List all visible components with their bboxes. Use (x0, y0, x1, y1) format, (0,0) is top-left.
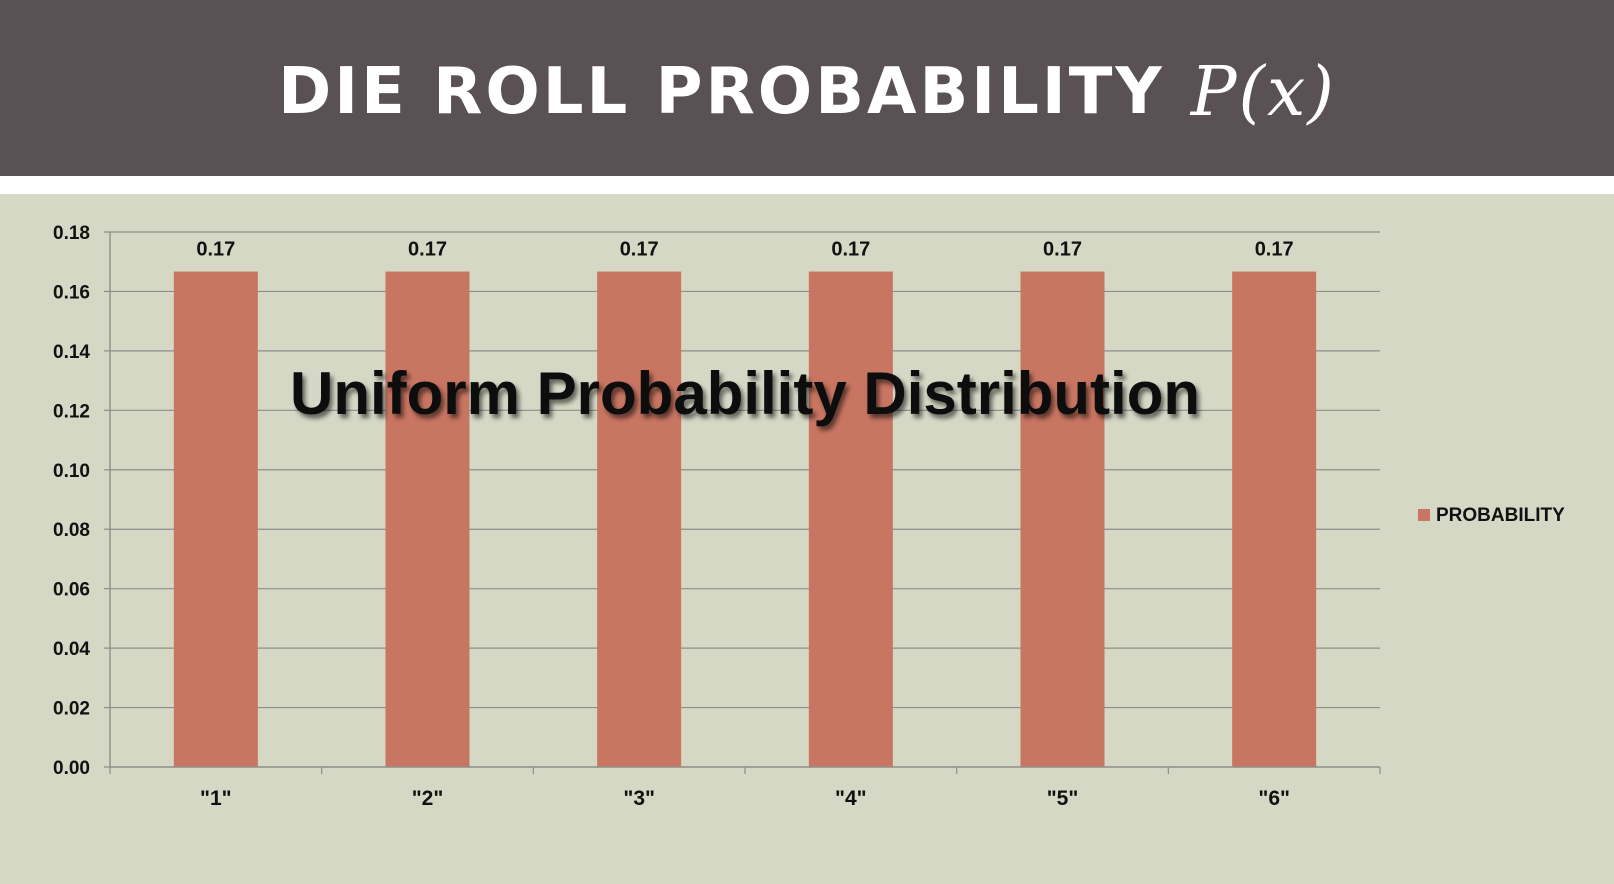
y-tick-label: 0.18 (53, 223, 90, 244)
bar-chart: 0.00 0.02 0.04 0.06 0.08 0.10 0.12 0.14 0.16 0.18… (53, 223, 1565, 810)
gridlines (110, 231, 1380, 709)
slide-title: DIE ROLL PROBABILITY P(x) (278, 53, 1336, 132)
y-tick-label: 0.16 (53, 282, 90, 303)
x-category-label: "6" (1258, 787, 1290, 810)
data-label: 0.17 (620, 239, 659, 261)
legend-label: PROBABILITY (1436, 505, 1565, 526)
legend: PROBABILITY (1418, 505, 1565, 526)
x-category-label: "1" (200, 787, 232, 810)
bar (808, 271, 893, 767)
bars (173, 271, 1317, 767)
bar (1232, 271, 1317, 767)
data-label: 0.17 (408, 239, 447, 261)
y-tick-label: 0.10 (53, 461, 90, 482)
axes (104, 231, 1381, 774)
bar (385, 271, 470, 767)
y-tick-label: 0.02 (53, 699, 90, 720)
x-category-label: "2" (412, 787, 444, 810)
bar (1020, 271, 1105, 767)
chart-annotation: Uniform Probability Distribution (290, 360, 1200, 427)
legend-swatch (1418, 509, 1430, 521)
bar (173, 271, 258, 767)
y-tick-label: 0.14 (53, 342, 90, 363)
y-tick-label: 0.00 (53, 758, 90, 779)
slide-title-text: DIE ROLL PROBABILITY (278, 55, 1165, 129)
x-category-label: "5" (1047, 787, 1079, 810)
data-label: 0.17 (196, 239, 235, 261)
data-label: 0.17 (1043, 239, 1082, 261)
slide-title-math: P(x) (1190, 52, 1336, 132)
y-tick-label: 0.08 (53, 520, 90, 541)
y-tick-label: 0.12 (53, 401, 90, 422)
bar (597, 271, 682, 767)
x-category-label: "3" (623, 787, 655, 810)
data-label: 0.17 (1255, 239, 1294, 261)
x-category-label: "4" (835, 787, 867, 810)
y-tick-label: 0.06 (53, 580, 90, 601)
data-label: 0.17 (831, 239, 870, 261)
title-divider (0, 176, 1614, 194)
y-tick-label: 0.04 (53, 639, 90, 660)
labels: 0.00 0.02 0.04 0.06 0.08 0.10 0.12 0.14 0.16 0.18… (53, 223, 1294, 810)
title-bar: DIE ROLL PROBABILITY P(x) (0, 0, 1614, 176)
